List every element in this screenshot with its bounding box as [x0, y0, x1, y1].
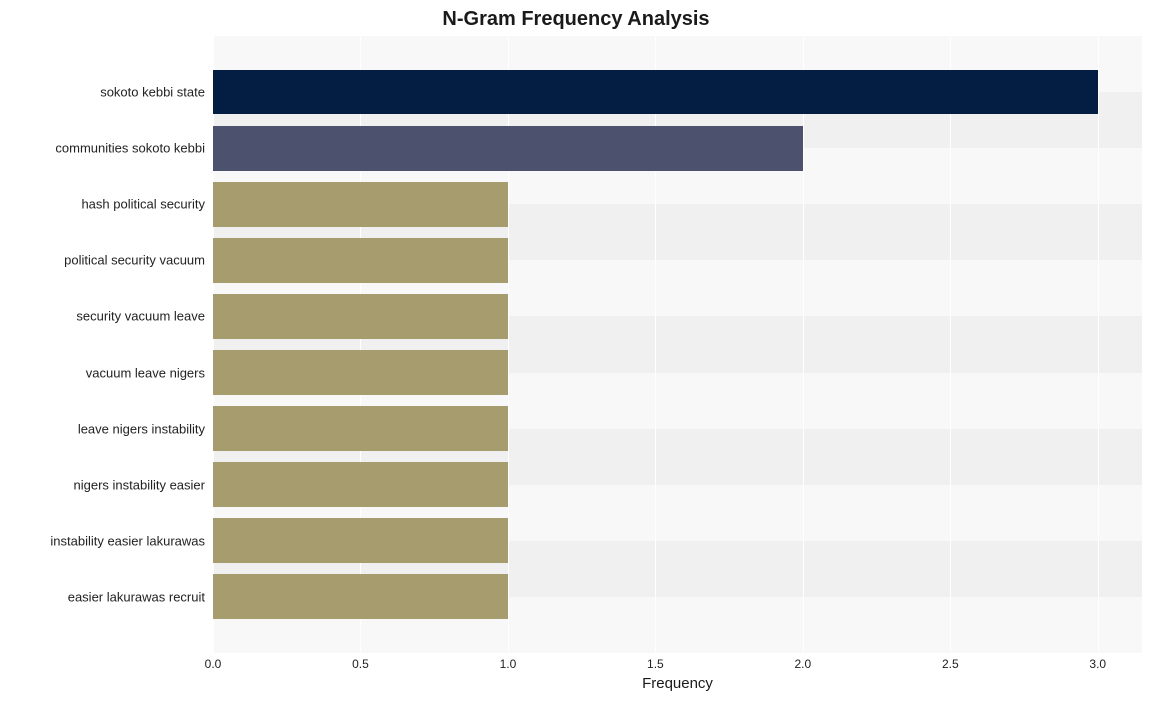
bar	[213, 518, 508, 563]
x-tick-label: 1.5	[647, 653, 664, 671]
bar	[213, 462, 508, 507]
bar	[213, 182, 508, 227]
bar-row: communities sokoto kebbi	[213, 120, 1142, 176]
x-tick-label: 0.5	[352, 653, 369, 671]
x-tick-label: 2.5	[942, 653, 959, 671]
y-tick-label: security vacuum leave	[76, 309, 213, 324]
y-tick-label: nigers instability easier	[73, 477, 213, 492]
y-tick-label: easier lakurawas recruit	[68, 589, 213, 604]
y-tick-label: instability easier lakurawas	[50, 533, 213, 548]
bar-row: security vacuum leave	[213, 288, 1142, 344]
plot-area: sokoto kebbi statecommunities sokoto keb…	[213, 36, 1142, 653]
bar	[213, 574, 508, 619]
bar-row: instability easier lakurawas	[213, 513, 1142, 569]
bar	[213, 294, 508, 339]
bar	[213, 238, 508, 283]
x-tick-label: 1.0	[500, 653, 517, 671]
y-tick-label: vacuum leave nigers	[86, 365, 213, 380]
y-tick-label: communities sokoto kebbi	[55, 141, 213, 156]
y-tick-label: leave nigers instability	[78, 421, 213, 436]
x-tick-label: 0.0	[205, 653, 222, 671]
chart-title: N-Gram Frequency Analysis	[0, 8, 1152, 31]
y-tick-label: sokoto kebbi state	[100, 85, 213, 100]
bar-row: political security vacuum	[213, 232, 1142, 288]
bar	[213, 70, 1098, 115]
y-tick-label: political security vacuum	[64, 253, 213, 268]
ngram-frequency-chart: N-Gram Frequency Analysis sokoto kebbi s…	[0, 0, 1152, 701]
bar-row: easier lakurawas recruit	[213, 569, 1142, 625]
bar-row: vacuum leave nigers	[213, 345, 1142, 401]
bars-layer: sokoto kebbi statecommunities sokoto keb…	[213, 36, 1142, 653]
bar-row: leave nigers instability	[213, 401, 1142, 457]
bar	[213, 350, 508, 395]
x-tick-label: 3.0	[1089, 653, 1106, 671]
bar	[213, 406, 508, 451]
bar-row: nigers instability easier	[213, 457, 1142, 513]
x-axis-label: Frequency	[213, 675, 1142, 692]
bar-row: sokoto kebbi state	[213, 64, 1142, 120]
bar	[213, 126, 803, 171]
x-tick-label: 2.0	[794, 653, 811, 671]
y-tick-label: hash political security	[81, 197, 213, 212]
bar-row: hash political security	[213, 176, 1142, 232]
